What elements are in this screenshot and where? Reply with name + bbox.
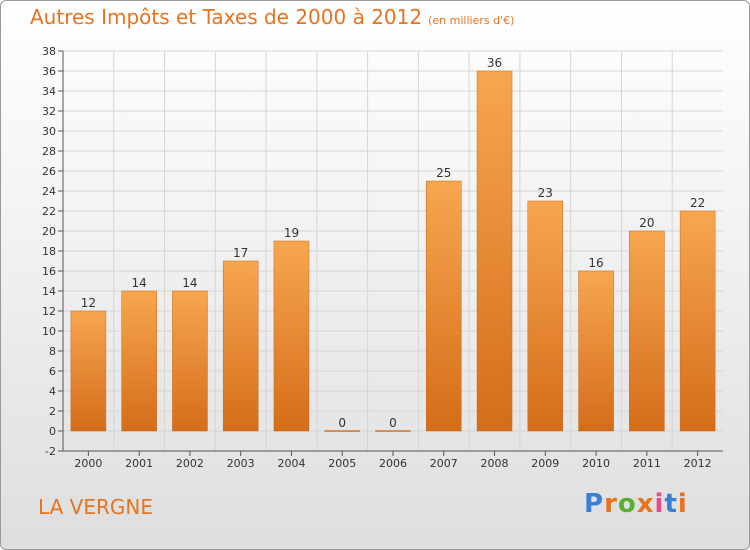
bar-2005 <box>324 430 360 432</box>
grid <box>63 50 723 452</box>
y-tick-label: 16 <box>42 265 56 278</box>
y-tick-label: 20 <box>42 225 56 238</box>
bar-2004 <box>273 240 310 432</box>
y-tick-label: 24 <box>42 185 56 198</box>
y-tick-label: 0 <box>49 425 56 438</box>
bar-2012 <box>679 210 716 432</box>
bar-value-label: 20 <box>639 216 654 230</box>
bar-2010 <box>578 270 614 432</box>
bar-2001 <box>121 290 157 432</box>
y-tick-label: 22 <box>42 205 56 218</box>
chart-title-unit: (en milliers d'€) <box>428 14 515 27</box>
logo-letter: t <box>664 489 678 519</box>
y-tick-label: 32 <box>42 105 56 118</box>
x-tick-label: 2011 <box>633 457 661 470</box>
bar-2009 <box>527 200 564 432</box>
bar-value-label: 19 <box>284 226 299 240</box>
bar-value-label: 0 <box>389 416 397 430</box>
y-tick-label: 18 <box>42 245 56 258</box>
bar-value-label: 17 <box>233 246 248 260</box>
bar-value-label: 23 <box>538 186 553 200</box>
logo-letter: x <box>636 489 655 519</box>
x-tick-label: 2002 <box>176 457 204 470</box>
x-tick-label: 2000 <box>74 457 102 470</box>
y-tick-label: -2 <box>45 445 56 458</box>
x-tick-label: 2004 <box>277 457 305 470</box>
x-tick-label: 2012 <box>684 457 712 470</box>
axes: -202468101214161820222426283032343638200… <box>42 45 723 470</box>
y-tick-label: 10 <box>42 325 56 338</box>
bar-value-label: 25 <box>436 166 451 180</box>
y-tick-label: 26 <box>42 165 56 178</box>
x-tick-label: 2007 <box>430 457 458 470</box>
chart-title: Autres Impôts et Taxes de 2000 à 2012 (en… <box>30 5 514 29</box>
y-tick-label: 38 <box>42 45 56 58</box>
bar-2008 <box>476 70 513 432</box>
x-tick-label: 2003 <box>227 457 255 470</box>
x-tick-label: 2008 <box>481 457 509 470</box>
bar-2006 <box>375 430 411 432</box>
bar-2000 <box>70 310 107 432</box>
chart-title-main: Autres Impôts et Taxes de 2000 à 2012 <box>30 5 423 29</box>
bar-2003 <box>222 260 259 432</box>
x-tick-label: 2005 <box>328 457 356 470</box>
bar-value-label: 16 <box>588 256 603 270</box>
x-tick-label: 2001 <box>125 457 153 470</box>
bars <box>70 70 716 432</box>
labels: 12 14 14 17 19 0 0 25 36 23 16 20 22 <box>81 56 706 430</box>
bar-2007 <box>426 180 462 432</box>
place-name: LA VERGNE <box>38 495 153 519</box>
logo-letter: i <box>677 489 688 519</box>
x-tick-label: 2010 <box>582 457 610 470</box>
logo-letter: i <box>654 489 665 519</box>
x-tick-label: 2009 <box>531 457 559 470</box>
bar-value-label: 14 <box>182 276 197 290</box>
bar-value-label: 22 <box>690 196 705 210</box>
proxiti-logo[interactable]: Proxiti <box>584 489 688 519</box>
bar-value-label: 0 <box>338 416 346 430</box>
bar-2002 <box>172 290 208 432</box>
bar-chart: -202468101214161820222426283032343638200… <box>42 45 723 470</box>
y-tick-label: 4 <box>49 385 56 398</box>
logo-letter: r <box>604 489 618 519</box>
bar-2011 <box>629 230 665 432</box>
bar-value-label: 36 <box>487 56 502 70</box>
y-tick-label: 6 <box>49 365 56 378</box>
y-tick-label: 30 <box>42 125 56 138</box>
bar-value-label: 12 <box>81 296 96 310</box>
logo-letter: P <box>584 489 605 519</box>
y-tick-label: 12 <box>42 305 56 318</box>
bar-value-label: 14 <box>132 276 147 290</box>
logo-letter: o <box>617 489 637 519</box>
y-tick-label: 28 <box>42 145 56 158</box>
y-tick-label: 14 <box>42 285 56 298</box>
y-tick-label: 2 <box>49 405 56 418</box>
y-tick-label: 34 <box>42 85 56 98</box>
y-tick-label: 8 <box>49 345 56 358</box>
x-tick-label: 2006 <box>379 457 407 470</box>
y-tick-label: 36 <box>42 65 56 78</box>
